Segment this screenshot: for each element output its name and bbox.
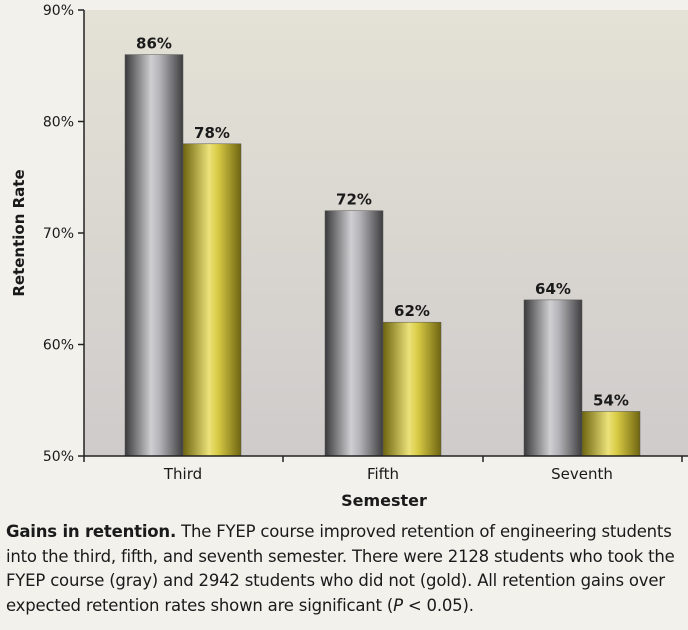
y-tick-label: 90% bbox=[43, 3, 74, 19]
data-label-seventh-gray: 64% bbox=[535, 280, 571, 298]
bar-third-gray bbox=[124, 54, 184, 457]
y-tick-label: 60% bbox=[43, 338, 74, 354]
bar-chart: 86% 78% 72% 62% 64% 54% 50% 60% 70% 80% 90% Third… bbox=[10, 3, 688, 510]
caption-p-symbol: P bbox=[393, 595, 403, 615]
bar-third-gold bbox=[182, 143, 242, 457]
bar-seventh-gold bbox=[581, 411, 641, 457]
chart: 86% 78% 72% 62% 64% 54% 50% 60% 70% 80% 90% Third… bbox=[10, 3, 688, 510]
data-label-third-gold: 78% bbox=[194, 124, 230, 142]
y-tick-label: 50% bbox=[43, 449, 74, 465]
bar-fifth-gold bbox=[382, 321, 442, 457]
y-axis-label: Retention Rate bbox=[10, 169, 28, 296]
caption-text: The FYEP course improved retention of en… bbox=[6, 522, 675, 615]
x-tick-label-third: Third bbox=[163, 465, 202, 483]
y-tick-label: 80% bbox=[43, 115, 74, 131]
figure-caption: Gains in retention. The FYEP course impr… bbox=[6, 520, 686, 618]
caption-p-tail: < 0.05). bbox=[402, 595, 474, 615]
data-label-seventh-gold: 54% bbox=[593, 391, 629, 409]
y-tick-label: 70% bbox=[43, 226, 74, 242]
caption-title: Gains in retention. bbox=[6, 522, 177, 541]
bar-fifth-gray bbox=[324, 210, 384, 457]
data-label-fifth-gray: 72% bbox=[336, 191, 372, 209]
data-label-third-gray: 86% bbox=[136, 35, 172, 53]
x-tick-label-fifth: Fifth bbox=[367, 465, 399, 483]
x-tick-label-seventh: Seventh bbox=[551, 465, 613, 483]
data-label-fifth-gold: 62% bbox=[394, 302, 430, 320]
bar-seventh-gray bbox=[523, 299, 583, 457]
x-axis-label: Semester bbox=[341, 491, 427, 510]
